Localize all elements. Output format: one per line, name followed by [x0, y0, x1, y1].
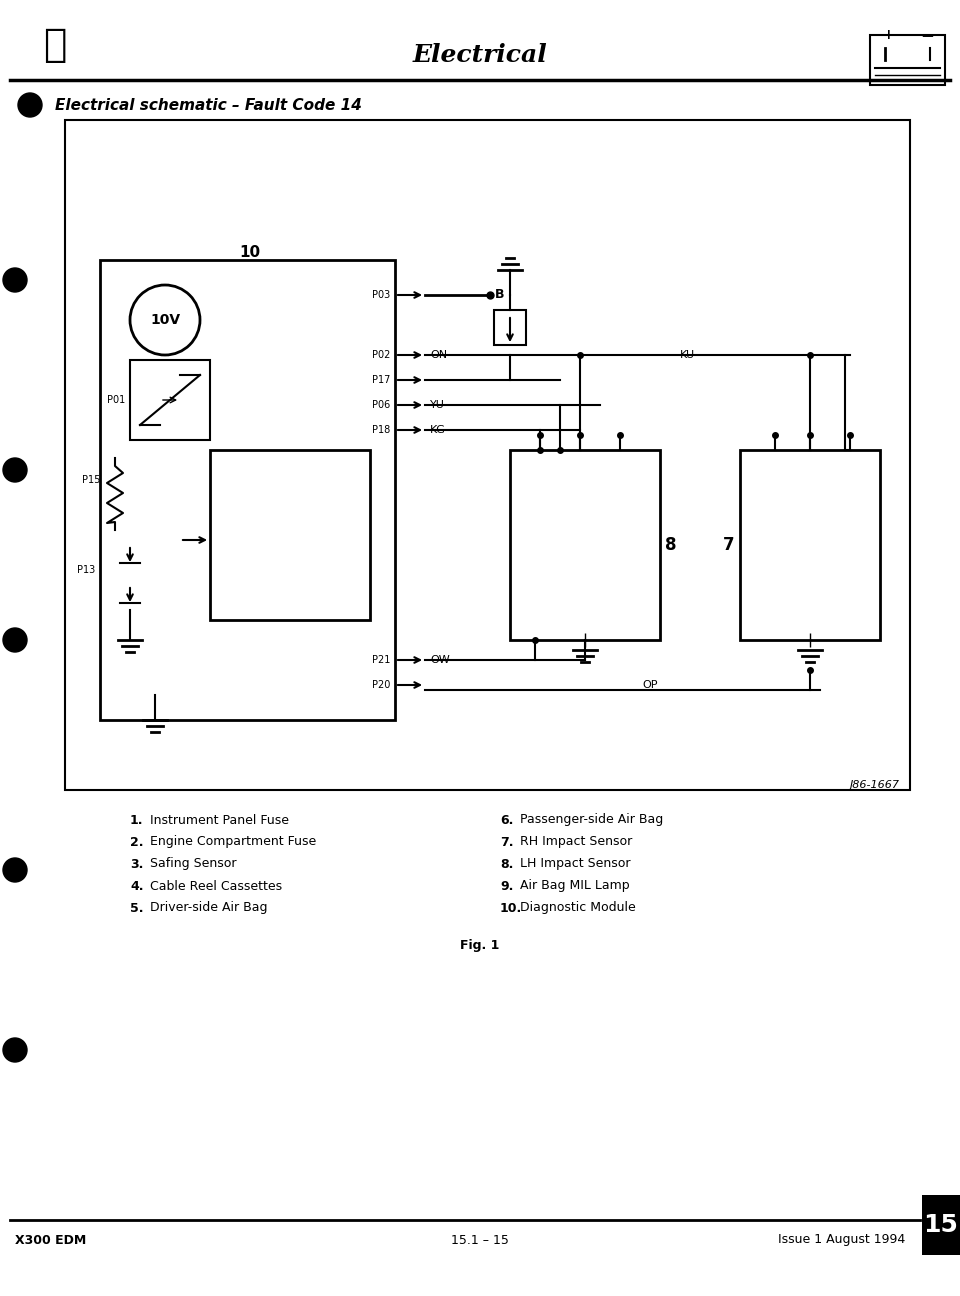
Circle shape [3, 858, 27, 883]
Text: Diagnostic Module: Diagnostic Module [520, 902, 636, 915]
Bar [922, 1195, 960, 1255]
Text: 8.: 8. [500, 858, 514, 871]
Text: P01: P01 [107, 395, 125, 404]
Text: 🐆: 🐆 [43, 26, 66, 64]
Text: 15.1 – 15: 15.1 – 15 [451, 1234, 509, 1247]
Text: 10V: 10V [150, 314, 180, 327]
Text: YU: YU [430, 400, 444, 410]
Text: Safing Sensor: Safing Sensor [150, 858, 236, 871]
Bar [100, 260, 395, 721]
Text: OW: OW [430, 654, 449, 665]
Bar [130, 360, 210, 441]
Bar [65, 121, 910, 791]
Bar [870, 35, 945, 86]
Text: KU: KU [680, 350, 695, 360]
Text: Engine Compartment Fuse: Engine Compartment Fuse [150, 836, 316, 849]
Text: P02: P02 [372, 350, 390, 360]
Circle shape [130, 285, 200, 355]
Text: Air Bag MIL Lamp: Air Bag MIL Lamp [520, 880, 630, 893]
Bar [510, 450, 660, 640]
Text: P06: P06 [372, 400, 390, 410]
Text: LH Impact Sensor: LH Impact Sensor [520, 858, 631, 871]
Text: J86-1667: J86-1667 [850, 780, 900, 791]
Text: X300 EDM: X300 EDM [15, 1234, 86, 1247]
Text: P20: P20 [372, 680, 390, 689]
Text: 9.: 9. [500, 880, 514, 893]
Text: KG: KG [430, 425, 445, 435]
Text: 1.: 1. [130, 814, 143, 827]
Text: 10.: 10. [500, 902, 522, 915]
Text: P17: P17 [372, 375, 390, 385]
Text: −: − [920, 26, 934, 44]
Text: 3.: 3. [130, 858, 143, 871]
Circle shape [3, 1038, 27, 1061]
Text: 2.: 2. [130, 836, 143, 849]
Circle shape [18, 93, 42, 117]
Text: 15: 15 [924, 1213, 958, 1236]
Text: P13: P13 [77, 565, 95, 575]
Text: Issue 1 August 1994: Issue 1 August 1994 [778, 1234, 905, 1247]
Text: RH Impact Sensor: RH Impact Sensor [520, 836, 633, 849]
Text: P21: P21 [372, 654, 390, 665]
Text: 4.: 4. [130, 880, 143, 893]
Circle shape [3, 268, 27, 292]
Text: Cable Reel Cassettes: Cable Reel Cassettes [150, 880, 282, 893]
Bar [494, 310, 526, 345]
Text: Driver-side Air Bag: Driver-side Air Bag [150, 902, 268, 915]
Text: P03: P03 [372, 290, 390, 299]
Text: 10: 10 [239, 245, 260, 260]
Text: OP: OP [642, 680, 658, 689]
Text: +: + [882, 29, 894, 41]
Text: ON: ON [430, 350, 447, 360]
Text: 5.: 5. [130, 902, 143, 915]
Circle shape [3, 457, 27, 482]
Text: 7: 7 [724, 537, 735, 553]
Text: 7.: 7. [500, 836, 514, 849]
Text: Instrument Panel Fuse: Instrument Panel Fuse [150, 814, 289, 827]
Text: Passenger-side Air Bag: Passenger-side Air Bag [520, 814, 663, 827]
Text: 8: 8 [665, 537, 677, 553]
Text: Electrical schematic – Fault Code 14: Electrical schematic – Fault Code 14 [55, 97, 362, 113]
Text: P18: P18 [372, 425, 390, 435]
Bar [210, 450, 370, 619]
Bar [740, 450, 880, 640]
Text: B: B [495, 289, 505, 302]
Text: Electrical: Electrical [413, 43, 547, 67]
Text: 6.: 6. [500, 814, 514, 827]
Circle shape [3, 629, 27, 652]
Text: Fig. 1: Fig. 1 [460, 938, 500, 951]
Text: P15: P15 [82, 476, 100, 485]
